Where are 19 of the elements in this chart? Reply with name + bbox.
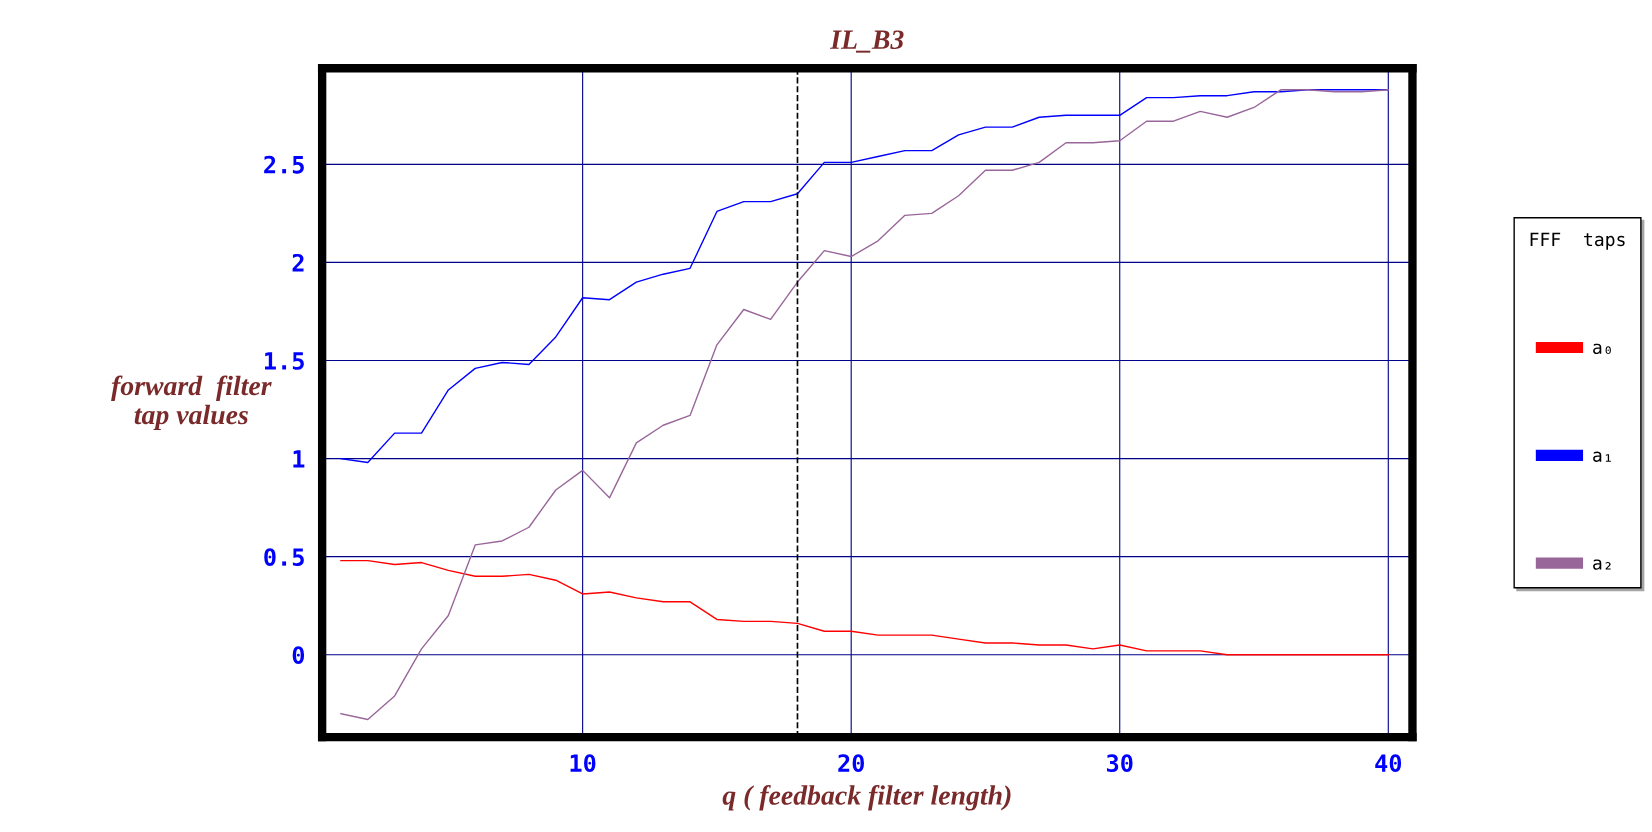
legend-title: FFF taps: [1530, 232, 1625, 250]
line-series: [340, 89, 1389, 721]
y-tick-label: 1: [293, 450, 305, 468]
x-tick-label: 30: [1106, 754, 1133, 773]
y-tick-label: 0: [292, 646, 305, 665]
y-tick-label: 2.5: [264, 155, 304, 174]
x-tick-label: 40: [1375, 754, 1402, 773]
line-series: [340, 559, 1389, 656]
x-tick-label: 20: [838, 754, 864, 773]
legend-label: a₂: [1593, 559, 1611, 570]
x-axis-title: q ( feedback filter length): [722, 785, 1011, 811]
legend-label: a₀: [1593, 343, 1611, 355]
legend-label: a₁: [1593, 451, 1611, 462]
y-axis-title: forward filter tap values: [111, 375, 272, 430]
x-tick-label: 10: [570, 754, 596, 773]
y-tick-label: 1.5: [265, 352, 304, 370]
y-tick-label: 0.5: [264, 548, 304, 566]
y-tick-label: 2: [292, 253, 304, 272]
chart-title: IL_B3: [829, 30, 904, 53]
